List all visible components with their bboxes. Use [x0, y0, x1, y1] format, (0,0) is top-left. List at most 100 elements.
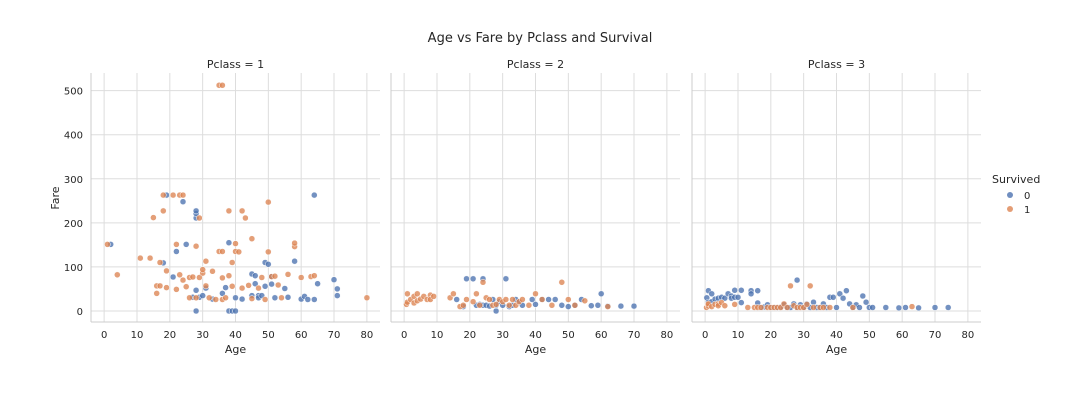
point-survived-1 — [219, 248, 226, 255]
x-tick-label: 40 — [529, 330, 542, 341]
point-survived-0 — [284, 294, 292, 301]
point-survived-0 — [836, 290, 844, 298]
facet-pclass-1: 0 10 20 30 40 50 60 70 80 0 100 200 300 400 500 Pclass … — [49, 58, 380, 356]
point-survived-0 — [545, 296, 552, 303]
point-survived-1 — [311, 272, 318, 279]
point-survived-0 — [558, 302, 566, 309]
point-survived-0 — [734, 294, 742, 301]
point-survived-1 — [787, 282, 794, 290]
point-survived-0 — [492, 307, 500, 315]
facet-grid: 0 10 20 30 40 50 60 70 800100200300400500Pclass … — [49, 58, 981, 356]
point-survived-1 — [363, 294, 371, 302]
point-survived-0 — [314, 280, 321, 287]
point-survived-1 — [228, 283, 236, 290]
point-survived-1 — [532, 290, 539, 298]
point-survived-0 — [291, 257, 298, 265]
facet-title: Pclass = 1 — [207, 58, 264, 71]
point-survived-0 — [862, 298, 870, 306]
point-survived-1 — [114, 271, 121, 279]
point-survived-0 — [859, 292, 867, 300]
point-survived-0 — [895, 304, 903, 312]
point-survived-1 — [492, 301, 500, 308]
point-survived-1 — [225, 207, 233, 215]
point-survived-1 — [505, 302, 513, 309]
point-survived-0 — [330, 276, 338, 283]
legend-label-survived-1: 1 — [1024, 205, 1030, 216]
point-survived-1 — [176, 271, 183, 279]
x-tick-label: 70 — [929, 330, 942, 341]
point-survived-0 — [502, 275, 510, 283]
point-survived-0 — [271, 294, 279, 302]
point-survived-1 — [604, 303, 612, 310]
x-tick-label: 50 — [262, 330, 275, 341]
point-survived-1 — [820, 304, 827, 311]
point-survived-1 — [265, 248, 272, 256]
point-survived-1 — [192, 242, 200, 250]
point-survived-1 — [460, 302, 467, 309]
point-survived-0 — [856, 304, 863, 311]
x-tick-label: 0 — [702, 330, 708, 341]
point-survived-0 — [565, 303, 572, 310]
point-survived-0 — [222, 284, 229, 291]
point-survived-1 — [156, 259, 164, 266]
point-survived-1 — [476, 302, 483, 309]
point-survived-0 — [192, 207, 200, 215]
point-survived-1 — [156, 282, 164, 290]
y-tick-label: 200 — [64, 219, 83, 230]
point-survived-0 — [915, 304, 922, 312]
point-survived-0 — [532, 301, 539, 308]
point-survived-0 — [931, 304, 939, 311]
point-survived-0 — [731, 287, 738, 294]
point-survived-1 — [414, 290, 421, 298]
x-tick-label: 40 — [830, 330, 843, 341]
point-survived-1 — [182, 283, 190, 290]
point-survived-0 — [268, 280, 275, 288]
point-survived-1 — [186, 294, 193, 302]
point-survived-1 — [153, 290, 160, 297]
point-survived-0 — [594, 302, 602, 309]
x-axis-label: Age — [826, 343, 848, 356]
point-survived-1 — [173, 241, 180, 248]
point-survived-1 — [486, 296, 493, 303]
point-survived-0 — [251, 280, 259, 287]
x-tick-label: 0 — [401, 330, 407, 341]
y-tick-label: 0 — [77, 307, 83, 318]
figure-title: Age vs Fare by Pclass and Survival — [428, 31, 653, 46]
legend-title: Survived — [992, 173, 1040, 186]
point-survived-0 — [833, 304, 840, 311]
point-survived-1 — [908, 303, 916, 310]
point-survived-0 — [738, 287, 745, 294]
point-survived-1 — [248, 295, 256, 302]
point-survived-1 — [525, 302, 533, 309]
point-survived-0 — [192, 307, 200, 315]
point-survived-0 — [528, 296, 536, 303]
facet-title: Pclass = 2 — [507, 58, 564, 71]
point-survived-0 — [232, 307, 239, 315]
x-tick-label: 30 — [496, 330, 509, 341]
point-survived-0 — [469, 275, 477, 283]
point-survived-1 — [479, 279, 487, 286]
point-survived-0 — [843, 287, 850, 294]
point-survived-1 — [463, 296, 470, 303]
point-survived-0 — [597, 290, 605, 298]
point-survived-1 — [571, 302, 579, 309]
point-survived-0 — [747, 290, 755, 298]
point-survived-1 — [502, 296, 510, 303]
point-survived-1 — [150, 214, 157, 221]
point-survived-0 — [182, 241, 190, 248]
point-survived-1 — [757, 304, 765, 311]
point-survived-1 — [258, 274, 266, 281]
legend: Survived 0 1 — [992, 173, 1040, 216]
x-tick-label: 70 — [628, 330, 641, 341]
x-tick-label: 30 — [196, 330, 209, 341]
point-survived-0 — [232, 294, 239, 302]
point-survived-1 — [849, 304, 857, 311]
point-survived-1 — [242, 214, 249, 222]
x-tick-label: 20 — [163, 330, 176, 341]
point-survived-0 — [261, 283, 269, 290]
y-tick-label: 100 — [64, 263, 83, 274]
x-axis-label: Age — [225, 343, 247, 356]
point-survived-1 — [137, 254, 144, 262]
point-survived-1 — [232, 240, 239, 247]
